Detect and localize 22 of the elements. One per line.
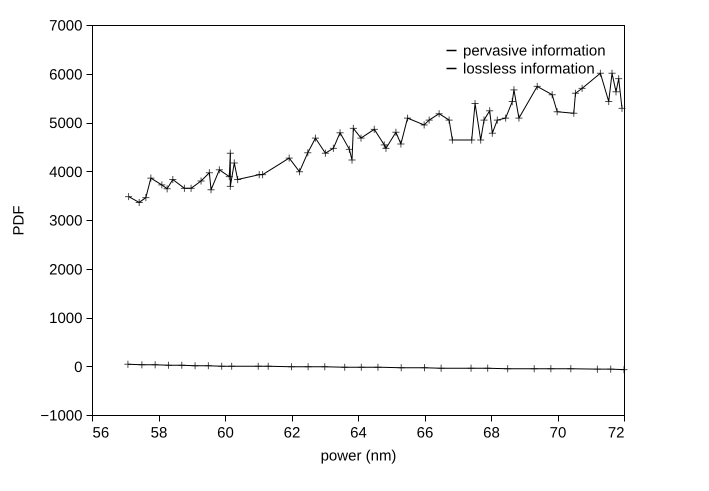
y-tick-label: 6000 — [49, 66, 82, 84]
x-tick-label: 58 — [150, 424, 168, 442]
x-tick-label: 68 — [483, 424, 500, 442]
y-axis-title: PDF — [10, 206, 28, 236]
y-tick-label: 2000 — [49, 261, 82, 278]
legend-label: pervasive information — [463, 42, 606, 60]
y-tick-label: 4000 — [49, 164, 82, 181]
y-tick-label: −1000 — [40, 408, 82, 424]
x-tick-label: 66 — [416, 424, 434, 442]
y-tick-label: 7000 — [49, 18, 82, 34]
x-axis-title: power (nm) — [320, 448, 396, 464]
x-tick-label: 60 — [217, 424, 234, 442]
y-tick-label: 0 — [74, 358, 82, 376]
x-tick-label: 62 — [284, 424, 300, 442]
legend-label: lossless information — [463, 60, 595, 78]
x-tick-label: 70 — [550, 424, 566, 442]
y-tick-label: 5000 — [49, 115, 82, 132]
x-tick-label: 72 — [608, 424, 624, 442]
y-tick-label: 3000 — [49, 212, 82, 230]
x-tick-label: 64 — [350, 424, 367, 442]
x-tick-label: 56 — [92, 424, 110, 442]
y-tick-label: 1000 — [49, 310, 82, 327]
